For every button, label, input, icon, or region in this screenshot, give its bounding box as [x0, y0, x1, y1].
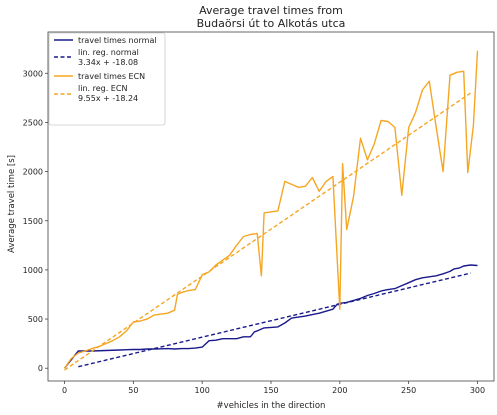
legend-formula-linreg-normal: 3.34x + -18.08: [78, 58, 138, 67]
y-tick-label-0: 0: [38, 364, 43, 373]
x-tick-label-2: 100: [195, 386, 210, 395]
series-lines: [63, 50, 479, 371]
x-tick-label-1: 50: [128, 386, 138, 395]
legend-label-linreg-ecn: lin. reg. ECN: [78, 84, 127, 93]
legend: travel times normal lin. reg. normal 3.3…: [48, 32, 166, 126]
x-tick-label-3: 150: [263, 386, 278, 395]
series-normal-line: [63, 264, 478, 369]
legend-box: [48, 32, 166, 126]
legend-label-linreg-normal: lin. reg. normal: [78, 48, 139, 57]
y-axis-label: Average travel time [s]: [7, 155, 17, 253]
chart-title-line-1: Average travel times from: [199, 4, 343, 17]
x-tick-label-4: 200: [332, 386, 347, 395]
y-tick-label-5: 2500: [23, 118, 43, 127]
x-tick-label-5: 250: [401, 386, 416, 395]
y-tick-label-3: 1500: [23, 217, 43, 226]
y-tick-label-6: 3000: [23, 69, 43, 78]
series-linreg-ecn-line: [64, 92, 471, 371]
y-tick-label-2: 1000: [23, 266, 43, 275]
series-linreg-normal-line: [78, 272, 471, 368]
y-tick-label-4: 2000: [23, 168, 43, 177]
x-tick-label-6: 300: [470, 386, 485, 395]
y-tick-label-1: 500: [28, 315, 43, 324]
chart-title-line-2: Budaörsi út to Alkotás utca: [197, 17, 346, 30]
plot-frame: [47, 31, 495, 382]
x-axis-label: #vehicles in the direction: [217, 401, 326, 411]
legend-formula-linreg-ecn: 9.55x + -18.24: [78, 94, 138, 103]
legend-label-ecn: travel times ECN: [78, 72, 145, 81]
axis-ticks: 0 50 100 150 200 250 3000500100015002000250030…: [23, 69, 485, 395]
legend-label-normal: travel times normal: [78, 36, 157, 45]
x-tick-label-0: 0: [62, 386, 67, 395]
series-ecn-line: [63, 50, 479, 369]
